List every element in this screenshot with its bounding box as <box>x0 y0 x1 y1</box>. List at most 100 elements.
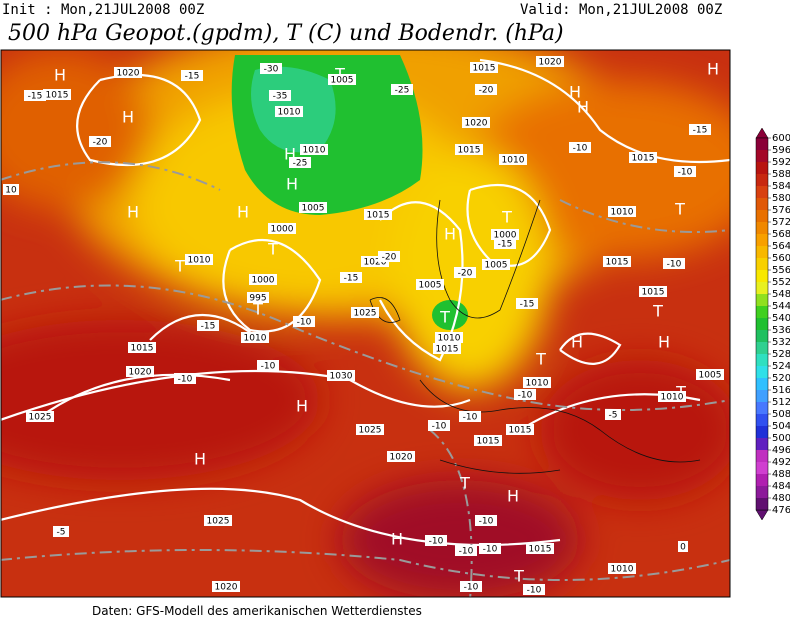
isobar-label-box <box>361 256 389 267</box>
colorbar-band <box>756 282 768 294</box>
isobar-label: 1030 <box>330 372 353 382</box>
temperature-label-box <box>516 298 538 309</box>
isobar-label-box <box>128 342 156 353</box>
colorbar-band <box>756 270 768 282</box>
temperature-label-box <box>514 389 536 400</box>
isobar-label-box <box>351 307 379 318</box>
colorbar-band <box>756 498 768 510</box>
temperature-label: -15 <box>693 126 708 136</box>
isobar-label: 1025 <box>29 413 52 423</box>
temperature-label: -10 <box>678 168 693 178</box>
colorbar-band <box>756 342 768 354</box>
colorbar-label: 480 <box>772 493 790 504</box>
temperature-label: -25 <box>395 86 410 96</box>
colorbar-band <box>756 198 768 210</box>
isobar-label-box <box>364 209 392 220</box>
colorbar-band <box>756 222 768 234</box>
colorbar-label: 492 <box>772 457 790 468</box>
isobar-label-box <box>499 154 527 165</box>
colorbar-label: 556 <box>772 265 790 276</box>
temperature-label-box <box>53 526 69 537</box>
colorbar: 6005965925885845805765725685645605565525… <box>755 127 790 521</box>
temperature-label: -10 <box>432 422 447 432</box>
isobar-label: 1000 <box>271 225 294 235</box>
temperature-label-box <box>455 545 477 556</box>
isobar-label-box <box>416 279 444 290</box>
data-source: Daten: GFS-Modell des amerikanischen Wet… <box>92 604 422 618</box>
isobar-label: 1020 <box>539 58 562 68</box>
temperature-label-box <box>24 90 46 101</box>
isobar-label: 1010 <box>278 108 301 118</box>
isobar-label-box <box>268 223 296 234</box>
pressure-center: T <box>439 308 450 327</box>
colorbar-band <box>756 414 768 426</box>
colorbar-band <box>756 186 768 198</box>
isobar-label-box <box>43 89 71 100</box>
colorbar-band <box>756 402 768 414</box>
colorbar-band <box>756 318 768 330</box>
temperature-label: -10 <box>459 547 474 557</box>
isobar-label-box <box>275 106 303 117</box>
temperature-label-box <box>425 535 447 546</box>
isobar-label: 1015 <box>632 154 655 164</box>
isobar-label-box <box>523 377 551 388</box>
colorbar-band <box>756 150 768 162</box>
temperature-label-box <box>257 360 279 371</box>
temperature-label: -15 <box>344 274 359 284</box>
valid-time: Valid: Mon,21JUL2008 00Z <box>520 2 722 18</box>
colorbar-label: 488 <box>772 469 790 480</box>
isobar-label-box <box>696 369 724 380</box>
colorbar-cap <box>755 127 769 139</box>
temperature-label-box <box>663 258 685 269</box>
colorbar-band <box>756 474 768 486</box>
pressure-center: H <box>391 530 403 549</box>
colorbar-label: 576 <box>772 205 790 216</box>
isobar-label-box <box>435 332 463 343</box>
colorbar-band <box>756 486 768 498</box>
isobar-label: 1015 <box>509 426 532 436</box>
pressure-center: H <box>54 66 66 85</box>
isobar-label: 1015 <box>131 344 154 354</box>
isobar-label-box <box>356 424 384 435</box>
temperature-label-box <box>197 320 219 331</box>
temperature-label: -10 <box>178 375 193 385</box>
colorbar-label: 596 <box>772 145 790 156</box>
isobar-label-box <box>455 144 483 155</box>
isobar-label: 1025 <box>359 426 382 436</box>
colorbar-label: 588 <box>772 169 790 180</box>
temperature-label-box <box>459 411 481 422</box>
temperature-label: -10 <box>527 586 542 596</box>
pressure-center: T <box>501 208 512 227</box>
temperature-label-box <box>569 142 591 153</box>
isobar-label: 1010 <box>661 393 684 403</box>
colorbar-label: 476 <box>772 505 790 516</box>
isobar-label: 1010 <box>611 565 634 575</box>
isobar-label: 10 <box>5 186 17 196</box>
colorbar-frame <box>755 137 769 511</box>
colorbar-cap <box>755 509 769 521</box>
isobar-label-box <box>608 563 636 574</box>
pressure-center: H <box>444 225 456 244</box>
temperature-label: -10 <box>429 537 444 547</box>
pressure-center: H <box>707 60 719 79</box>
temperature-label: 0 <box>680 543 686 553</box>
temperature-label-box <box>174 373 196 384</box>
temperature-label: -35 <box>273 92 288 102</box>
pressure-center: H <box>577 98 589 117</box>
isobar-label: 1020 <box>390 453 413 463</box>
isobar-label: 1020 <box>465 119 488 129</box>
isobar-label-box <box>608 206 636 217</box>
pressure-center: T <box>535 350 546 369</box>
temperature-label: -5 <box>609 411 618 421</box>
temperature-label: -5 <box>57 528 66 538</box>
isobar-label-box <box>629 152 657 163</box>
temperature-label-box <box>260 63 282 74</box>
pressure-center: H <box>122 108 134 127</box>
temperature-label: -20 <box>458 269 473 279</box>
map-labels: HHHHHHHHHHHHHHHHTTTTTTTTTTTT102010151010… <box>3 56 724 596</box>
pressure-center: T <box>252 300 263 319</box>
temperature-label-box <box>605 409 621 420</box>
temperature-label-box <box>475 84 497 95</box>
pressure-center: H <box>569 83 581 102</box>
